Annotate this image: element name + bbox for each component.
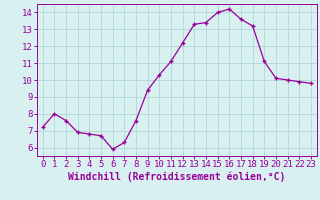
X-axis label: Windchill (Refroidissement éolien,°C): Windchill (Refroidissement éolien,°C) — [68, 172, 285, 182]
